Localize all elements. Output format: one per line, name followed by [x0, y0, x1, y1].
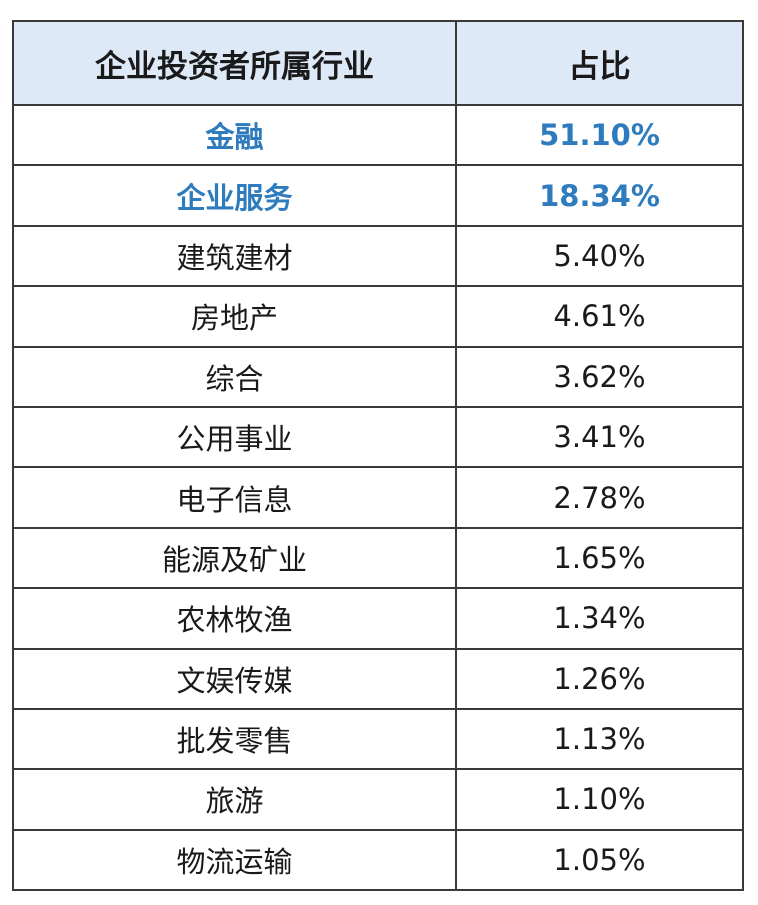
table-row: 物流运输 1.05%: [12, 828, 744, 892]
table-row: 公用事业 3.41%: [12, 405, 744, 469]
industry-table: 企业投资者所属行业 占比 金融 51.10% 企业服务 18.34% 建筑建材 5.40%…: [12, 20, 744, 892]
table-row: 旅游 1.10%: [12, 768, 744, 831]
table-row: 农林牧渔 1.34%: [12, 587, 744, 650]
share-cell: 1.13%: [455, 707, 744, 771]
industry-cell: 物流运输: [12, 828, 457, 892]
industry-cell: 旅游: [12, 768, 457, 831]
industry-cell: 公用事业: [12, 405, 457, 469]
industry-cell: 企业服务: [12, 164, 457, 227]
table-row: 综合 3.62%: [12, 345, 744, 408]
industry-cell: 电子信息: [12, 466, 457, 529]
table-row: 能源及矿业 1.65%: [12, 526, 744, 590]
table-header: 企业投资者所属行业 占比: [12, 20, 744, 106]
share-cell: 4.61%: [455, 285, 744, 348]
table-row: 金融 51.10%: [12, 103, 744, 167]
share-cell: 1.26%: [455, 647, 744, 710]
industry-cell: 农林牧渔: [12, 587, 457, 650]
share-cell: 2.78%: [455, 466, 744, 529]
share-cell: 3.41%: [455, 405, 744, 469]
share-cell: 3.62%: [455, 345, 744, 408]
share-cell: 1.65%: [455, 526, 744, 590]
header-cell: 占比: [455, 20, 744, 106]
table-row: 电子信息 2.78%: [12, 466, 744, 529]
industry-cell: 文娱传媒: [12, 647, 457, 710]
industry-cell: 能源及矿业: [12, 526, 457, 590]
share-cell: 5.40%: [455, 224, 744, 288]
industry-cell: 批发零售: [12, 707, 457, 771]
industry-cell: 建筑建材: [12, 224, 457, 288]
industry-cell: 综合: [12, 345, 457, 408]
share-cell: 18.34%: [455, 164, 744, 227]
table-row: 建筑建材 5.40%: [12, 224, 744, 288]
header-row: 企业投资者所属行业 占比: [12, 20, 744, 106]
share-cell: 51.10%: [455, 103, 744, 167]
table-row: 房地产 4.61%: [12, 285, 744, 348]
table-row: 文娱传媒 1.26%: [12, 647, 744, 710]
share-cell: 1.05%: [455, 828, 744, 892]
table-body: 金融 51.10% 企业服务 18.34% 建筑建材 5.40% 房地产 4.61% 综合 3.6…: [12, 103, 744, 892]
share-cell: 1.10%: [455, 768, 744, 831]
industry-cell: 房地产: [12, 285, 457, 348]
industry-cell: 金融: [12, 103, 457, 167]
header-cell: 企业投资者所属行业: [12, 20, 457, 106]
table-row: 企业服务 18.34%: [12, 164, 744, 227]
table-row: 批发零售 1.13%: [12, 707, 744, 771]
share-cell: 1.34%: [455, 587, 744, 650]
